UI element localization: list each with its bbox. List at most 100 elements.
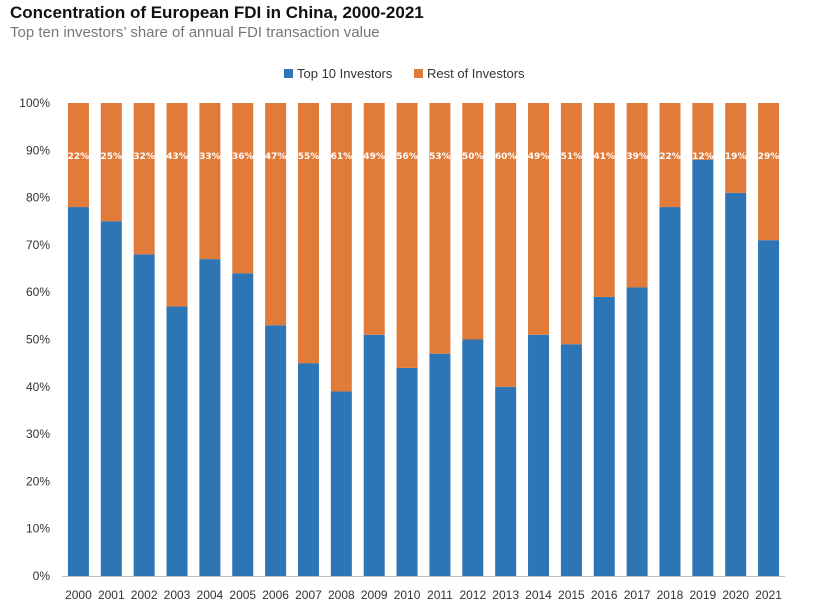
data-label-rest-2001: 25% bbox=[101, 152, 123, 162]
chart-title: Concentration of European FDI in China, … bbox=[10, 3, 424, 22]
bar-top10-2011 bbox=[429, 353, 451, 576]
data-label-rest-2008: 61% bbox=[331, 152, 353, 162]
x-tick-label: 2007 bbox=[295, 588, 322, 602]
data-label-rest-2021: 29% bbox=[758, 152, 780, 162]
bar-rest-2016 bbox=[593, 103, 615, 297]
x-tick-label: 2008 bbox=[328, 588, 355, 602]
legend-swatch-1 bbox=[414, 69, 423, 78]
bar-top10-2003 bbox=[166, 306, 188, 576]
bar-top10-2013 bbox=[495, 386, 517, 576]
y-tick-label: 80% bbox=[26, 191, 50, 205]
bar-top10-2016 bbox=[593, 296, 615, 576]
y-tick-label: 60% bbox=[26, 285, 50, 299]
y-tick-label: 100% bbox=[19, 96, 50, 110]
bar-rest-2021 bbox=[758, 103, 780, 241]
bar-rest-2008 bbox=[330, 103, 352, 392]
x-tick-label: 2009 bbox=[361, 588, 388, 602]
bar-top10-2006 bbox=[265, 325, 287, 576]
data-label-rest-2000: 22% bbox=[68, 152, 90, 162]
data-label-rest-2014: 49% bbox=[528, 152, 550, 162]
x-tick-label: 2017 bbox=[624, 588, 651, 602]
x-tick-label: 2005 bbox=[229, 588, 256, 602]
bar-top10-2012 bbox=[462, 339, 484, 576]
x-tick-label: 2016 bbox=[591, 588, 618, 602]
x-tick-label: 2006 bbox=[262, 588, 289, 602]
x-tick-label: 2011 bbox=[427, 588, 453, 602]
bar-rest-2000 bbox=[67, 103, 89, 208]
bar-top10-2007 bbox=[297, 363, 319, 576]
bar-rest-2019 bbox=[692, 103, 714, 160]
bar-top10-2019 bbox=[692, 159, 714, 576]
bar-rest-2007 bbox=[297, 103, 319, 364]
bar-top10-2018 bbox=[659, 207, 681, 576]
bar-rest-2002 bbox=[133, 103, 155, 255]
chart-subtitle: Top ten investors’ share of annual FDI t… bbox=[10, 24, 380, 41]
bar-top10-2009 bbox=[363, 334, 385, 576]
data-label-rest-2013: 60% bbox=[495, 152, 517, 162]
legend: Top 10 Investors Rest of Investors bbox=[284, 66, 525, 81]
y-tick-label: 40% bbox=[26, 380, 50, 394]
x-tick-label: 2019 bbox=[689, 588, 716, 602]
y-tick-label: 30% bbox=[26, 427, 50, 441]
data-label-rest-2017: 39% bbox=[626, 152, 648, 162]
legend-label-1: Rest of Investors bbox=[427, 66, 525, 81]
x-tick-label: 2014 bbox=[525, 588, 552, 602]
bar-rest-2003 bbox=[166, 103, 188, 307]
bar-top10-2020 bbox=[725, 192, 747, 576]
x-tick-label: 2013 bbox=[492, 588, 519, 602]
data-label-rest-2020: 19% bbox=[725, 152, 747, 162]
data-label-rest-2015: 51% bbox=[561, 152, 583, 162]
bar-top10-2015 bbox=[560, 344, 582, 576]
y-tick-label: 90% bbox=[26, 143, 50, 157]
bar-rest-2020 bbox=[725, 103, 747, 193]
x-tick-label: 2015 bbox=[558, 588, 585, 602]
bar-top10-2008 bbox=[330, 391, 352, 576]
data-label-rest-2009: 49% bbox=[363, 152, 385, 162]
data-label-rest-2007: 55% bbox=[298, 152, 320, 162]
data-label-rest-2012: 50% bbox=[462, 152, 484, 162]
data-label-rest-2005: 36% bbox=[232, 152, 254, 162]
x-tick-label: 2010 bbox=[394, 588, 421, 602]
bar-rest-2018 bbox=[659, 103, 681, 208]
bars: 22% 25% 32% 43% 33% 36% 47% 55% 61% 49% 56% 53% 50% 6… bbox=[67, 103, 780, 577]
bar-rest-2005 bbox=[232, 103, 254, 274]
data-label-rest-2006: 47% bbox=[265, 152, 287, 162]
x-tick-label: 2001 bbox=[98, 588, 125, 602]
bar-top10-2005 bbox=[232, 273, 254, 576]
x-tick-label: 2003 bbox=[164, 588, 191, 602]
x-axis: 2000 2001 2002 2003 2004 2005 2006 2007 2008 2009… bbox=[62, 576, 785, 602]
data-label-rest-2011: 53% bbox=[429, 152, 451, 162]
y-tick-label: 50% bbox=[26, 333, 50, 347]
bar-top10-2010 bbox=[396, 367, 418, 576]
legend-swatch-0 bbox=[284, 69, 293, 78]
bar-rest-2006 bbox=[265, 103, 287, 326]
y-tick-label: 70% bbox=[26, 238, 50, 252]
bar-rest-2011 bbox=[429, 103, 451, 354]
bar-top10-2021 bbox=[758, 240, 780, 577]
bar-rest-2004 bbox=[199, 103, 221, 260]
bar-top10-2004 bbox=[199, 259, 221, 576]
data-label-rest-2019: 12% bbox=[692, 152, 714, 162]
bar-rest-2001 bbox=[100, 103, 122, 222]
x-tick-label: 2012 bbox=[459, 588, 486, 602]
bar-rest-2013 bbox=[495, 103, 517, 387]
bar-top10-2002 bbox=[133, 254, 155, 577]
data-label-rest-2003: 43% bbox=[166, 152, 188, 162]
x-tick-label: 2004 bbox=[197, 588, 224, 602]
y-axis: 0% 10% 20% 30% 40% 50% 60% 70% 80% 90% 100% bbox=[19, 96, 50, 583]
bar-top10-2017 bbox=[626, 287, 648, 576]
x-tick-label: 2000 bbox=[65, 588, 92, 602]
y-tick-label: 20% bbox=[26, 474, 50, 488]
data-label-rest-2004: 33% bbox=[199, 152, 221, 162]
x-tick-label: 2002 bbox=[131, 588, 158, 602]
y-tick-label: 0% bbox=[33, 569, 51, 583]
data-label-rest-2018: 22% bbox=[659, 152, 681, 162]
bar-rest-2015 bbox=[560, 103, 582, 345]
y-tick-label: 10% bbox=[26, 522, 50, 536]
bar-top10-2000 bbox=[67, 207, 89, 576]
bar-rest-2012 bbox=[462, 103, 484, 340]
bar-top10-2014 bbox=[528, 334, 550, 576]
bar-rest-2014 bbox=[528, 103, 550, 335]
bar-rest-2009 bbox=[363, 103, 385, 335]
